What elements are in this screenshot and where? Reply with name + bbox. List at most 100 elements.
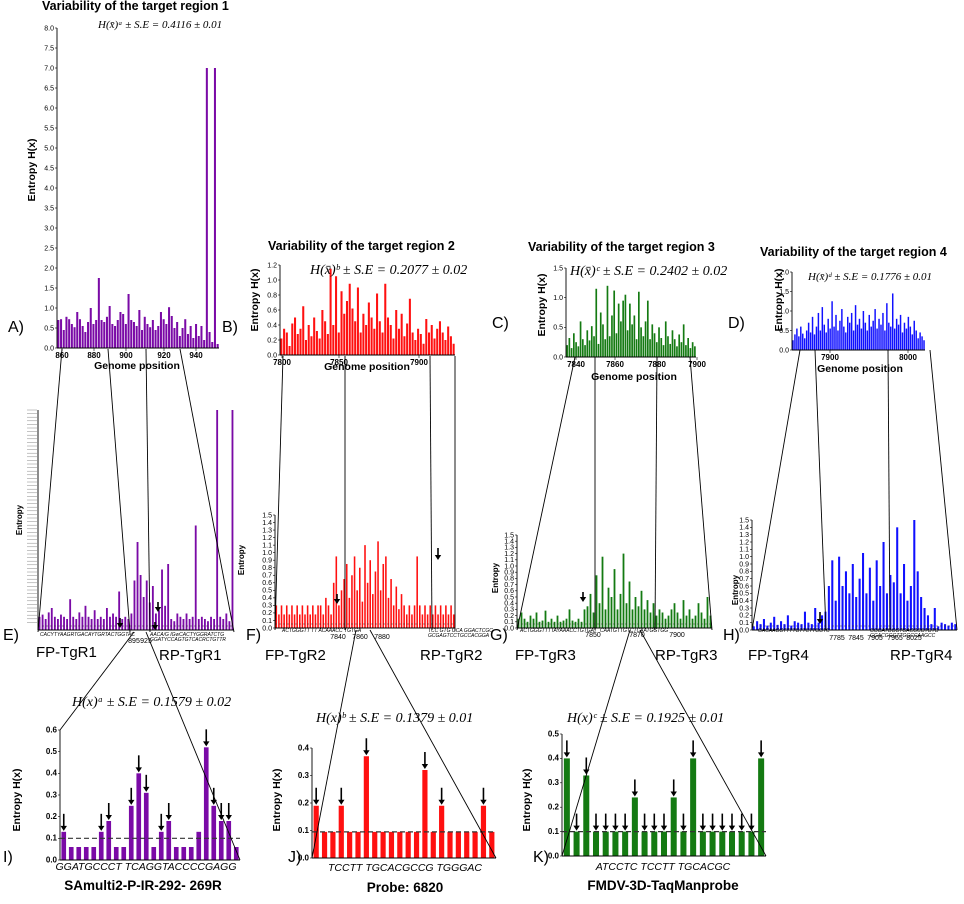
bar-H-44 xyxy=(903,564,906,630)
bar-H-19 xyxy=(817,622,820,630)
bar-A-47 xyxy=(184,319,187,348)
bar-B-34 xyxy=(373,328,376,355)
bar-E-30 xyxy=(130,613,133,630)
bar-F-27 xyxy=(345,563,348,628)
ytick-label-A-3: 1.5 xyxy=(44,285,54,292)
arrow-I-3-head xyxy=(128,799,135,805)
bar-A-7 xyxy=(76,312,79,348)
arrow-I-6 xyxy=(158,813,165,831)
zoom-line-19 xyxy=(814,349,827,631)
bar-E-42 xyxy=(167,564,170,630)
bar-I-15 xyxy=(173,847,179,860)
bar-A-37 xyxy=(157,326,160,348)
bar-C-18 xyxy=(606,285,609,357)
bar-I-20 xyxy=(211,805,217,860)
bar-C-23 xyxy=(617,303,620,357)
bar-G-21 xyxy=(580,621,583,628)
bar-A-3 xyxy=(65,316,68,348)
bar-A-21 xyxy=(114,326,117,348)
bar-B-15 xyxy=(321,310,324,355)
bar-G-51 xyxy=(670,609,673,628)
arrow-J-5 xyxy=(480,787,487,805)
bar-B-10 xyxy=(307,325,310,355)
panel-label-A: A) xyxy=(8,319,24,336)
ytick-label-K-0: 0.0 xyxy=(548,851,560,860)
bar-E-19 xyxy=(96,619,99,630)
bar-F-20 xyxy=(327,605,330,628)
bar-B-51 xyxy=(419,334,422,355)
bar-C-55 xyxy=(689,348,692,357)
panel-label-J: J) xyxy=(288,849,301,866)
bar-B-23 xyxy=(343,313,346,355)
ytick-label-D-3: 1.5 xyxy=(779,289,789,296)
bar-E-6 xyxy=(56,619,59,630)
bar-J-17 xyxy=(455,831,461,859)
bar-D-55 xyxy=(899,314,902,350)
bar-D-35 xyxy=(860,328,863,350)
xlabel-A: Genome position xyxy=(94,360,180,372)
arrow-J-4 xyxy=(438,787,445,805)
bar-B-30 xyxy=(362,313,365,355)
bar-H-56 xyxy=(944,624,947,630)
bar-H-18 xyxy=(814,608,817,630)
bar-G-59 xyxy=(694,615,697,628)
bar-H-46 xyxy=(909,586,912,630)
bar-F-47 xyxy=(398,609,400,628)
ylabel-I: Entropy H(x) xyxy=(11,769,23,832)
ytick-label-G-1: 0.1 xyxy=(504,619,514,626)
ytick-label-A-6: 3.0 xyxy=(44,225,54,232)
seq-H-1: GGGATGGGTGACGCGTGTG xyxy=(870,628,939,634)
seq-F-1: TCC GTG GCA GGACTCGC xyxy=(428,628,493,634)
bar-H-15 xyxy=(803,611,806,630)
bar-E-3 xyxy=(47,612,50,630)
bar-E-48 xyxy=(185,613,188,630)
ytick-label-I-0: 0.0 xyxy=(46,855,58,864)
xtick-label-A-3: 920 xyxy=(157,351,171,360)
bar-G-22 xyxy=(583,609,586,628)
ylabel-D: Entropy H(x) xyxy=(773,269,785,332)
bar-D-12 xyxy=(815,326,818,350)
arrow-J-1 xyxy=(338,787,345,805)
ytick-label-A-9: 4.5 xyxy=(44,165,54,172)
bar-H-42 xyxy=(896,527,899,630)
panel-K: 0.0 0.1 0.2 0.3 0.4 0.5 K) H(x)ᶜ ± S.E = 0.1925… xyxy=(521,711,766,893)
panel-E: E) FP-TgR1 RP-TgR1 Entropy CACYTYAAGRTGACAYT… xyxy=(3,410,234,664)
bar-A-23 xyxy=(119,312,122,348)
bar-B-16 xyxy=(324,321,327,355)
bar-B-59 xyxy=(441,332,444,355)
bar-G-56 xyxy=(685,615,688,628)
panel-D: 0.0 0.5 1.0 1.5 2.0 Variability of the target… xyxy=(728,245,947,375)
xtick-label-E-0: 895 xyxy=(128,638,140,645)
ytick-label-B-0: 0.0 xyxy=(267,352,277,359)
bar-E-18 xyxy=(93,610,96,630)
ytick-label-K-3: 0.3 xyxy=(548,778,560,787)
bar-K-15 xyxy=(709,831,716,856)
arrow-J-2-head xyxy=(363,750,370,756)
ytick-label-A-7: 3.5 xyxy=(44,205,54,212)
bar-G-7 xyxy=(538,621,541,628)
bar-F-7 xyxy=(293,614,296,628)
bar-G-57 xyxy=(688,609,691,628)
ytick-label-G-7: 0.7 xyxy=(504,582,514,589)
bar-A-25 xyxy=(124,324,127,348)
bar-G-4 xyxy=(529,615,532,628)
ytick-label-I-4: 0.4 xyxy=(46,769,58,778)
bar-C-27 xyxy=(626,330,629,357)
bar-C-50 xyxy=(678,334,681,357)
bar-G-16 xyxy=(565,618,568,628)
panel-B: 0.0 0.2 0.4 0.6 0.8 1.0 1.2 Variability of the … xyxy=(222,239,467,373)
bar-G-40 xyxy=(637,606,640,628)
bar-E-9 xyxy=(66,619,69,630)
fp-label-G: FP-TgR3 xyxy=(515,647,576,664)
ytick-label-D-1: 0.5 xyxy=(779,328,789,335)
seq-H-0: GACAAGGTTTTGTTCTTGGTC xyxy=(758,628,830,634)
zoom-line-8 xyxy=(429,355,433,631)
bar-D-13 xyxy=(817,312,820,350)
bar-G-48 xyxy=(661,612,664,628)
bar-K-13 xyxy=(690,758,697,856)
bar-A-16 xyxy=(100,320,103,348)
arrow-K-15-head xyxy=(709,825,716,831)
rp-label-G: RP-TgR3 xyxy=(655,647,718,664)
bar-A-52 xyxy=(197,336,200,348)
bar-I-3 xyxy=(83,847,89,860)
